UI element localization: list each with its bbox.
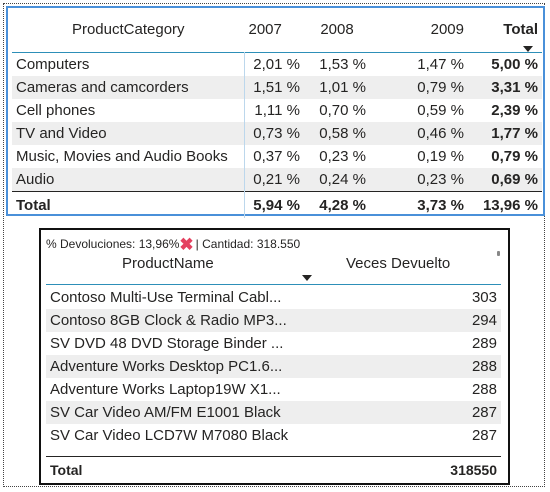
- table-row[interactable]: SV Car Video AM/FM E1001 Black 287: [46, 401, 501, 424]
- row-2008: 1,01 %: [304, 76, 370, 99]
- row-2008: 1,53 %: [319, 56, 366, 73]
- report-canvas: [3, 3, 545, 487]
- matrix-visual[interactable]: ProductCategory 2007 2008 2009 Total Com…: [6, 6, 545, 218]
- matrix-table: ProductCategory 2007 2008 2009 Total Com…: [12, 12, 542, 218]
- product-name-cell: Adventure Works Desktop PC1.6...: [50, 358, 283, 375]
- row-2008: 0,23 %: [319, 148, 366, 165]
- product-name-cell: Adventure Works Laptop19W X1...: [50, 381, 281, 398]
- header-product-name[interactable]: ProductName: [122, 255, 214, 272]
- veces-devuelto-cell: 289: [471, 335, 497, 352]
- table-total-label: Total: [50, 462, 83, 478]
- total-grand: 13,96 %: [468, 191, 542, 218]
- table-total-value: 318550: [450, 462, 497, 478]
- table-row[interactable]: Adventure Works Laptop19W X1... 288: [46, 378, 501, 401]
- row-category: Cameras and camcorders: [12, 76, 245, 99]
- veces-devuelto-cell: 294: [471, 312, 497, 329]
- matrix-row[interactable]: Computers 2,01 % 1,53 % 1,47 % 5,00 %: [12, 52, 542, 76]
- header-product-category[interactable]: ProductCategory: [71, 20, 185, 38]
- row-total: 0,69 %: [468, 168, 542, 192]
- header-2009[interactable]: 2009: [430, 20, 464, 38]
- row-2008: 0,58 %: [304, 122, 370, 145]
- table-row[interactable]: Contoso Multi-Use Terminal Cabl... 303: [46, 286, 501, 309]
- veces-devuelto-cell: 287: [471, 404, 497, 421]
- header-veces-devuelto[interactable]: Veces Devuelto: [346, 255, 451, 272]
- header-2008[interactable]: 2008: [320, 20, 354, 38]
- table-row[interactable]: SV DVD 48 DVD Storage Binder ... 289: [46, 332, 501, 355]
- matrix-total-row: Total 5,94 % 4,28 % 3,73 % 13,96 %: [12, 191, 542, 218]
- row-category: Music, Movies and Audio Books: [16, 148, 228, 165]
- row-category: Computers: [16, 56, 90, 73]
- header-total-label: Total: [503, 20, 538, 38]
- matrix-row[interactable]: Cell phones 1,11 % 0,70 % 0,59 % 2,39 %: [12, 99, 542, 122]
- row-total: 3,31 %: [468, 76, 542, 99]
- sort-descending-icon[interactable]: [523, 46, 533, 52]
- row-2009: 0,79 %: [370, 76, 468, 99]
- cantidad-text: | Cantidad: 318.550: [195, 237, 301, 251]
- table-body[interactable]: Contoso Multi-Use Terminal Cabl... 303 Con…: [46, 286, 501, 446]
- row-2007: 0,21 %: [244, 168, 304, 192]
- table-row[interactable]: SV Car Video LCD7W M7080 Black 287: [46, 424, 501, 446]
- row-2009: 0,19 %: [417, 148, 464, 165]
- product-name-cell: Contoso 8GB Clock & Radio MP3...: [50, 312, 287, 329]
- row-2009: 1,47 %: [417, 56, 464, 73]
- row-total: 2,39 %: [491, 102, 538, 119]
- product-name-cell: SV Car Video AM/FM E1001 Black: [50, 404, 281, 421]
- matrix-header-row: ProductCategory 2007 2008 2009 Total: [12, 12, 542, 53]
- row-total: 1,77 %: [468, 122, 542, 145]
- total-2008: 4,28 %: [304, 191, 370, 218]
- product-name-cell: Contoso Multi-Use Terminal Cabl...: [50, 289, 282, 306]
- row-total: 0,79 %: [491, 148, 538, 165]
- row-2007: 1,51 %: [244, 76, 304, 99]
- matrix-row[interactable]: Cameras and camcorders 1,51 % 1,01 % 0,79 %…: [12, 76, 542, 99]
- row-2007: 0,73 %: [244, 122, 304, 145]
- table-total-row: Total 318550: [46, 456, 501, 481]
- product-name-cell: SV DVD 48 DVD Storage Binder ...: [50, 335, 284, 352]
- returns-table-visual[interactable]: % Devoluciones: 13,96%✖ | Cantidad: 318.5…: [39, 228, 510, 485]
- row-category: Audio: [12, 168, 245, 192]
- veces-devuelto-cell: 303: [471, 289, 497, 306]
- veces-devuelto-cell: 288: [471, 381, 497, 398]
- row-total: 5,00 %: [491, 56, 538, 73]
- devoluciones-text: % Devoluciones: 13,96%: [46, 237, 180, 251]
- matrix-row[interactable]: TV and Video 0,73 % 0,58 % 0,46 % 1,77 %: [12, 122, 542, 145]
- total-2007: 5,94 %: [244, 191, 304, 218]
- row-2007: 1,11 %: [244, 99, 304, 122]
- table-header-row: ProductName Veces Devuelto: [46, 253, 501, 285]
- table-row[interactable]: Contoso 8GB Clock & Radio MP3... 294: [46, 309, 501, 332]
- header-2007[interactable]: 2007: [248, 20, 282, 38]
- header-total[interactable]: Total: [468, 12, 542, 53]
- row-2008: 0,24 %: [304, 168, 370, 192]
- total-2009: 3,73 %: [370, 191, 468, 218]
- row-2009: 0,46 %: [370, 122, 468, 145]
- row-2009: 0,59 %: [417, 102, 464, 119]
- row-2007: 2,01 %: [244, 52, 304, 76]
- scrollbar-thumb[interactable]: [497, 251, 500, 256]
- row-category: Cell phones: [16, 102, 96, 119]
- summary-info-bar: % Devoluciones: 13,96%✖ | Cantidad: 318.5…: [46, 235, 300, 255]
- x-mark-icon: ✖: [179, 235, 194, 254]
- sort-descending-icon[interactable]: [302, 275, 312, 281]
- row-2009: 0,23 %: [370, 168, 468, 192]
- matrix-row[interactable]: Audio 0,21 % 0,24 % 0,23 % 0,69 %: [12, 168, 542, 192]
- row-category: TV and Video: [12, 122, 245, 145]
- table-row[interactable]: Adventure Works Desktop PC1.6... 288: [46, 355, 501, 378]
- veces-devuelto-cell: 287: [471, 427, 497, 444]
- matrix-row[interactable]: Music, Movies and Audio Books 0,37 % 0,23 …: [12, 145, 542, 168]
- veces-devuelto-cell: 288: [471, 358, 497, 375]
- product-name-cell: SV Car Video LCD7W M7080 Black: [50, 427, 289, 444]
- row-2008: 0,70 %: [319, 102, 366, 119]
- total-label: Total: [12, 191, 245, 218]
- row-2007: 0,37 %: [244, 145, 304, 168]
